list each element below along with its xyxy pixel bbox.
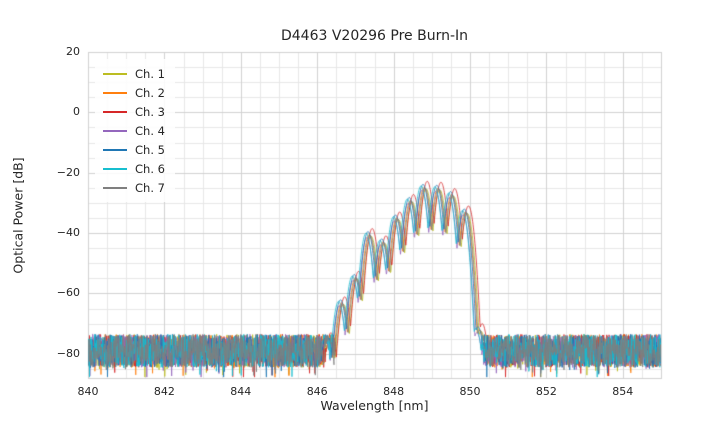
y-axis-label: Optical Power [dB] (10, 157, 26, 274)
legend-line-swatch (103, 167, 127, 170)
legend-entry-label: Ch. 1 (135, 66, 165, 81)
legend-entry: Ch. 2 (103, 83, 165, 102)
legend-entry: Ch. 1 (103, 64, 165, 83)
legend-line-swatch (103, 110, 127, 113)
legend-line-swatch (103, 91, 127, 94)
legend-entry-label: Ch. 3 (135, 104, 165, 119)
x-tick-label: 846 (306, 385, 328, 398)
x-tick-label: 842 (153, 385, 175, 398)
y-tick-label: −80 (56, 346, 80, 360)
chart-title: D4463 V20296 Pre Burn-In (280, 28, 469, 44)
x-tick-label: 852 (535, 385, 557, 398)
y-tick-label: −20 (56, 165, 80, 179)
x-tick-label: 848 (383, 385, 405, 398)
legend: Ch. 1 Ch. 2 Ch. 3 Ch. 4 Ch. 5 Ch. 6 Ch. … (95, 59, 175, 202)
legend-entry-label: Ch. 4 (135, 123, 165, 138)
legend-entry-label: Ch. 5 (135, 142, 165, 157)
y-tick-label: −60 (56, 286, 80, 300)
legend-entry: Ch. 4 (103, 121, 165, 140)
x-axis-label: Wavelength [nm] (320, 398, 429, 413)
legend-entry: Ch. 6 (103, 159, 165, 178)
y-tick-label: −40 (56, 226, 80, 240)
x-tick-label: 840 (77, 385, 99, 398)
y-tick-label: 20 (66, 45, 80, 58)
y-tick-label: 0 (73, 105, 80, 119)
legend-entry-label: Ch. 6 (135, 161, 165, 176)
legend-entry: Ch. 3 (103, 102, 165, 121)
legend-entry: Ch. 5 (103, 140, 165, 159)
x-tick-label: 850 (459, 385, 481, 398)
legend-entry: Ch. 7 (103, 178, 165, 197)
legend-line-swatch (103, 148, 127, 151)
x-tick-label: 844 (230, 385, 252, 398)
legend-entry-label: Ch. 7 (135, 180, 165, 195)
legend-line-swatch (103, 72, 127, 75)
legend-entry-label: Ch. 2 (135, 85, 165, 100)
legend-line-swatch (103, 129, 127, 132)
x-tick-label: 854 (612, 385, 634, 398)
legend-line-swatch (103, 186, 127, 189)
